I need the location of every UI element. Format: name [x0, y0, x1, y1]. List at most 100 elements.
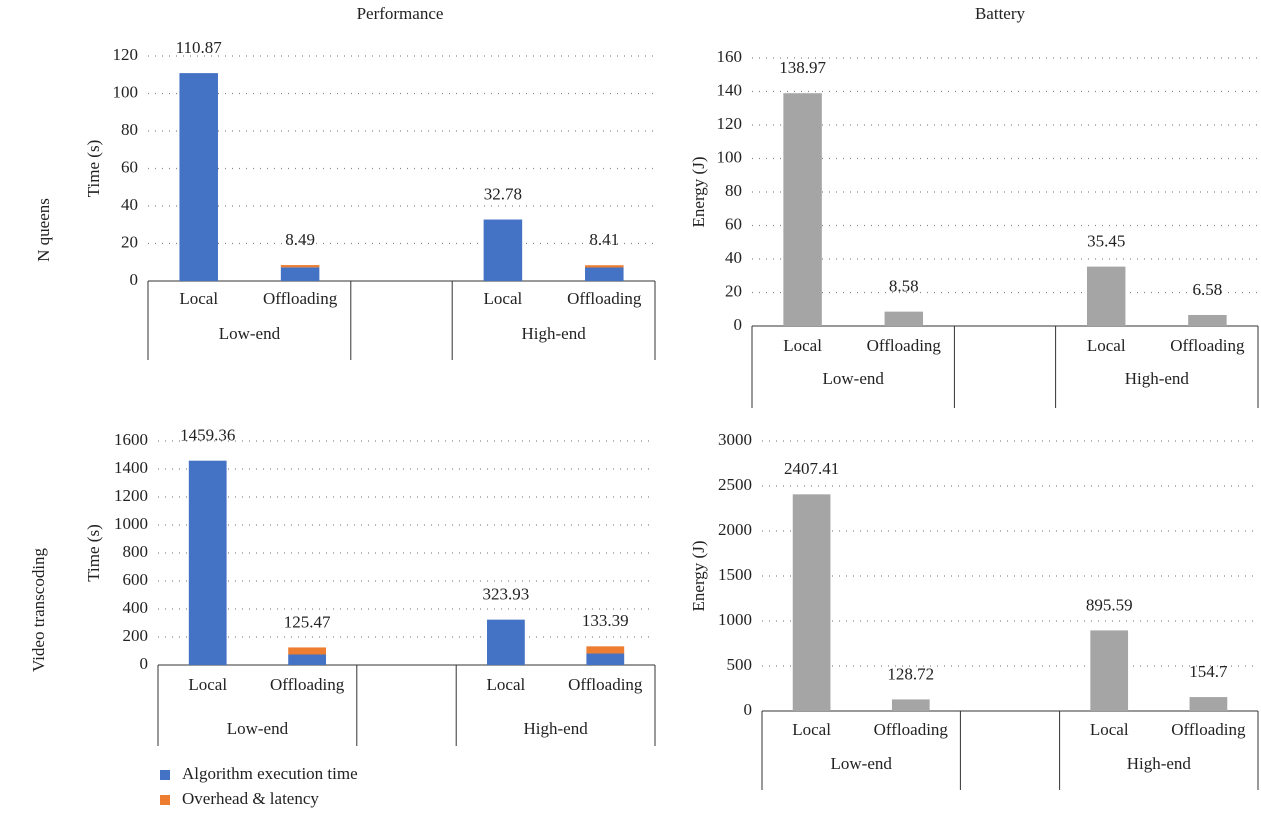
bar — [585, 265, 624, 268]
y-tick-label: 20 — [725, 281, 742, 300]
y-tick-label: 400 — [123, 598, 149, 617]
group-label: High-end — [1127, 754, 1192, 773]
value-label: 35.45 — [1087, 232, 1125, 251]
bar — [783, 93, 822, 326]
y-axis-title: Energy (J) — [689, 157, 708, 228]
row-label: Video transcoding — [29, 547, 48, 672]
y-tick-label: 80 — [121, 120, 138, 139]
y-tick-label: 200 — [123, 626, 149, 645]
row-label: N queens — [34, 198, 53, 262]
y-tick-label: 140 — [717, 80, 743, 99]
y-tick-label: 1000 — [114, 514, 148, 533]
y-tick-label: 100 — [717, 147, 743, 166]
x-tick-label: Local — [487, 675, 526, 694]
bar — [792, 494, 831, 711]
y-tick-label: 1200 — [114, 486, 148, 505]
bar — [1090, 630, 1129, 711]
y-axis-title: Time (s) — [84, 140, 103, 197]
y-tick-label: 600 — [123, 570, 149, 589]
y-tick-label: 2000 — [718, 520, 752, 539]
value-label: 323.93 — [483, 585, 530, 604]
bar — [1189, 697, 1228, 711]
value-label: 8.41 — [589, 230, 619, 249]
bar — [585, 267, 624, 281]
bar — [280, 265, 320, 268]
group-label: Low-end — [219, 324, 281, 343]
value-label: 8.58 — [889, 277, 919, 296]
y-tick-label: 80 — [725, 181, 742, 200]
y-tick-label: 3000 — [718, 430, 752, 449]
y-tick-label: 2500 — [718, 475, 752, 494]
x-tick-label: Offloading — [867, 336, 942, 355]
group-label: Low-end — [227, 719, 289, 738]
value-label: 133.39 — [582, 611, 629, 630]
x-tick-label: Local — [179, 289, 218, 308]
x-tick-label: Offloading — [874, 720, 949, 739]
y-axis-title: Time (s) — [84, 524, 103, 581]
y-tick-label: 60 — [725, 214, 742, 233]
y-tick-label: 20 — [121, 232, 138, 251]
y-tick-label: 0 — [744, 700, 753, 719]
legend-swatch — [160, 770, 170, 780]
y-tick-label: 1600 — [114, 430, 148, 449]
y-tick-label: 0 — [140, 654, 149, 673]
value-label: 138.97 — [779, 58, 826, 77]
value-label: 8.49 — [285, 230, 315, 249]
y-tick-label: 800 — [123, 542, 149, 561]
y-tick-label: 40 — [725, 248, 742, 267]
bar — [288, 654, 326, 665]
x-tick-label: Local — [792, 720, 831, 739]
value-label: 154.7 — [1189, 662, 1228, 681]
bar — [483, 219, 523, 281]
y-tick-label: 160 — [717, 47, 743, 66]
bar — [179, 73, 218, 282]
group-label: High-end — [1125, 369, 1190, 388]
legend-label: Overhead & latency — [182, 789, 319, 808]
group-label: High-end — [523, 719, 588, 738]
value-label: 32.78 — [484, 184, 522, 203]
y-tick-label: 0 — [734, 315, 743, 334]
x-tick-label: Offloading — [263, 289, 338, 308]
column-title: Battery — [975, 4, 1026, 23]
group-label: Low-end — [831, 754, 893, 773]
y-tick-label: 1500 — [718, 565, 752, 584]
bar — [280, 267, 320, 281]
bar — [487, 619, 525, 665]
y-tick-label: 1000 — [718, 610, 752, 629]
value-label: 6.58 — [1193, 280, 1223, 299]
y-tick-label: 0 — [130, 270, 139, 289]
y-tick-label: 500 — [727, 655, 753, 674]
x-tick-label: Local — [783, 336, 822, 355]
y-tick-label: 120 — [717, 114, 743, 133]
value-label: 1459.36 — [180, 426, 235, 445]
bar — [884, 311, 924, 326]
bar — [891, 699, 930, 711]
x-tick-label: Offloading — [270, 675, 345, 694]
value-label: 2407.41 — [784, 459, 839, 478]
x-tick-label: Offloading — [1171, 720, 1246, 739]
y-tick-label: 60 — [121, 157, 138, 176]
bar — [188, 460, 227, 665]
bar — [586, 646, 625, 654]
y-tick-label: 40 — [121, 195, 138, 214]
legend-swatch — [160, 795, 170, 805]
y-axis-title: Energy (J) — [689, 541, 708, 612]
x-tick-label: Local — [1090, 720, 1129, 739]
x-tick-label: Offloading — [568, 675, 643, 694]
legend-label: Algorithm execution time — [182, 764, 358, 783]
column-title: Performance — [357, 4, 444, 23]
bar — [586, 653, 625, 665]
y-tick-label: 120 — [113, 45, 139, 64]
x-tick-label: Local — [188, 675, 227, 694]
group-label: Low-end — [823, 369, 885, 388]
x-tick-label: Local — [484, 289, 523, 308]
y-tick-label: 1400 — [114, 458, 148, 477]
bar — [1188, 314, 1227, 326]
x-tick-label: Offloading — [567, 289, 642, 308]
bar — [288, 647, 326, 655]
bar — [1086, 266, 1126, 326]
group-label: High-end — [521, 324, 586, 343]
y-tick-label: 100 — [113, 82, 139, 101]
value-label: 125.47 — [284, 612, 331, 631]
